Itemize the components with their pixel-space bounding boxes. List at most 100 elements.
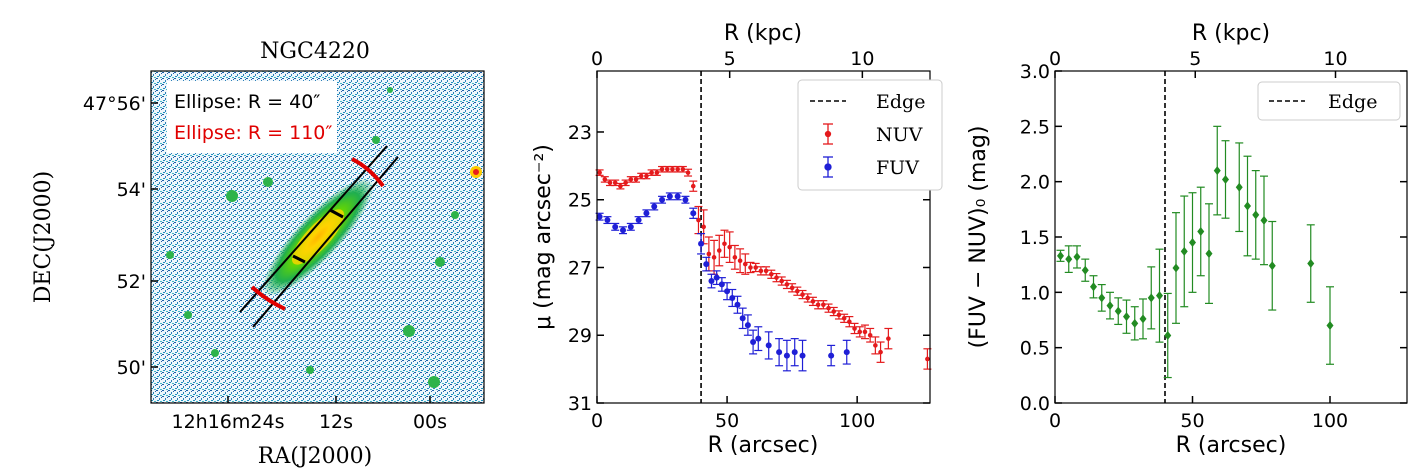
sb-fuv-point-7 [650, 202, 659, 211]
ellipse-legend-box [167, 81, 337, 153]
color-ytick-label-3: 1.5 [1020, 227, 1050, 249]
color-fuvnuv-point-22 [1243, 155, 1252, 257]
sb-nuv-point-28 [741, 253, 750, 275]
sb-nuv-point-8 [637, 172, 646, 180]
color-fuvnuv-point-10 [1139, 298, 1147, 340]
color-fuvnuv-point-21 [1235, 142, 1244, 233]
color-legend-edge: Edge [1328, 91, 1377, 113]
sb-nuv-point-43 [819, 300, 828, 310]
sb-nuv-point-33 [767, 269, 776, 279]
color-fuvnuv-point-16 [1188, 192, 1197, 293]
ra-tick-1: 12h16m24s [172, 411, 285, 433]
sb-fuv-point-27 [782, 339, 791, 372]
sb-nuv-point-34 [772, 272, 781, 283]
color-ytick-label-1: 0.5 [1020, 338, 1050, 360]
major-axis-line-1 [239, 145, 388, 313]
sb-fuv-point-29 [798, 339, 807, 372]
dec-tick-1: 47°56' [83, 93, 146, 115]
sb-nuv-point-50 [855, 326, 864, 338]
sb-nuv-point-31 [756, 266, 765, 276]
sb-nuv-point-11 [652, 169, 661, 176]
ra-tick-2: 12s [319, 411, 353, 433]
color-ytick-label-2: 1.0 [1020, 282, 1050, 304]
sb-nuv-point-41 [808, 296, 817, 307]
sb-nuv-point-13 [663, 165, 672, 173]
sb-nuv-point-40 [803, 293, 812, 303]
sb-ytick-label-1: 25 [568, 190, 592, 212]
sb-x2label: R (kpc) [724, 21, 802, 46]
sb-legend-edge: Edge [876, 91, 925, 113]
color-fuvnuv-point-18 [1205, 203, 1213, 304]
sb-nuv-point-53 [871, 336, 880, 355]
image-frame [150, 70, 485, 404]
sb-nuv-point-24 [720, 229, 729, 258]
sb-nuv-point-39 [798, 289, 807, 300]
color-ytick-label-4: 2.0 [1020, 172, 1050, 194]
sb-nuv-point-32 [762, 266, 771, 276]
sb-nuv-point-7 [632, 176, 641, 183]
color-legend: Edge [1257, 81, 1401, 121]
color-fuvnuv-point-0 [1056, 249, 1065, 262]
color-xtick-label-2: 100 [1312, 410, 1348, 432]
sb-nuv-point-15 [673, 165, 682, 173]
sb-nuv-point-47 [840, 313, 849, 323]
sb-fuv-point-21 [738, 307, 747, 330]
sb-nuv-point-44 [824, 303, 833, 313]
sb-fuv-point-11 [681, 195, 690, 204]
sb-fuv-point-6 [642, 209, 651, 218]
dec-tick-3: 52' [117, 271, 146, 293]
galaxy-bulge [291, 209, 345, 265]
color-fuvnuv-point-15 [1180, 195, 1189, 308]
color-fuvnuv-point-5 [1097, 283, 1106, 312]
sb-nuv-point-4 [616, 182, 625, 190]
color-fuvnuv-point-3 [1081, 258, 1090, 282]
sb-xlabel: R (arcsec) [708, 433, 819, 458]
color-fuvnuv-point-25 [1268, 220, 1277, 311]
ellipse-40-marks [292, 208, 344, 264]
sb-xtick-label-0: 0 [591, 410, 603, 432]
color-fuvnuv-point-7 [1114, 297, 1123, 326]
sb-nuv-point-35 [777, 276, 786, 286]
sb-fuv-point-17 [717, 277, 726, 292]
color-x2tick-label-1: 5 [1189, 48, 1201, 70]
ellipse-40-label: Ellipse: R = 40″ [174, 91, 320, 113]
dec-axis-label: DEC(J2000) [31, 171, 56, 304]
color-fuvnuv-point-26 [1306, 224, 1315, 303]
color-fuvnuv-point-27 [1326, 286, 1334, 365]
sb-fuv-point-25 [764, 331, 773, 360]
sb-nuv-point-23 [715, 234, 724, 267]
sb-nuv-point-25 [725, 231, 734, 264]
sb-nuv-point-55 [884, 327, 893, 350]
sb-nuv-point-18 [689, 180, 698, 192]
sb-x2tick-label-1: 5 [724, 48, 736, 70]
color-fuvnuv-point-17 [1196, 186, 1205, 277]
image-title: NGC4220 [260, 39, 370, 64]
sb-nuv-point-29 [746, 261, 755, 274]
ellipse-110-arc-upper [351, 157, 385, 188]
ellipse-110-arc-lower [250, 285, 286, 311]
color-xtick-label-1: 50 [1180, 410, 1204, 432]
sky-image-panel: NGC4220 Ellipse: R = 40″ Ellipse: R = 11… [31, 39, 485, 469]
sb-nuv-point-12 [658, 165, 667, 173]
sb-legend-box [797, 79, 943, 191]
sb-legend-fuv-swatch [823, 156, 833, 178]
dec-tick-4: 50' [117, 357, 146, 379]
sb-nuv-point-30 [751, 262, 760, 273]
sb-fuv-point-9 [665, 192, 674, 201]
sb-nuv-point-2 [606, 179, 615, 187]
color-fuvnuv-point-6 [1106, 291, 1114, 320]
color-legend-box [1257, 81, 1401, 121]
sb-legend-nuv-swatch [823, 123, 833, 145]
sb-nuv-point-10 [647, 169, 656, 176]
color-ytick-label-5: 2.5 [1020, 116, 1050, 138]
sb-nuv-point-9 [642, 172, 651, 180]
sb-fuv-point-20 [733, 295, 742, 314]
sb-ytick-label-4: 31 [568, 393, 592, 415]
sb-nuv-point-37 [788, 283, 797, 293]
sb-nuv-point-17 [684, 168, 693, 177]
color-fuvnuv-point-12 [1155, 248, 1164, 343]
color-plot-frame [1054, 70, 1408, 404]
sb-ytick-label-0: 23 [568, 122, 592, 144]
